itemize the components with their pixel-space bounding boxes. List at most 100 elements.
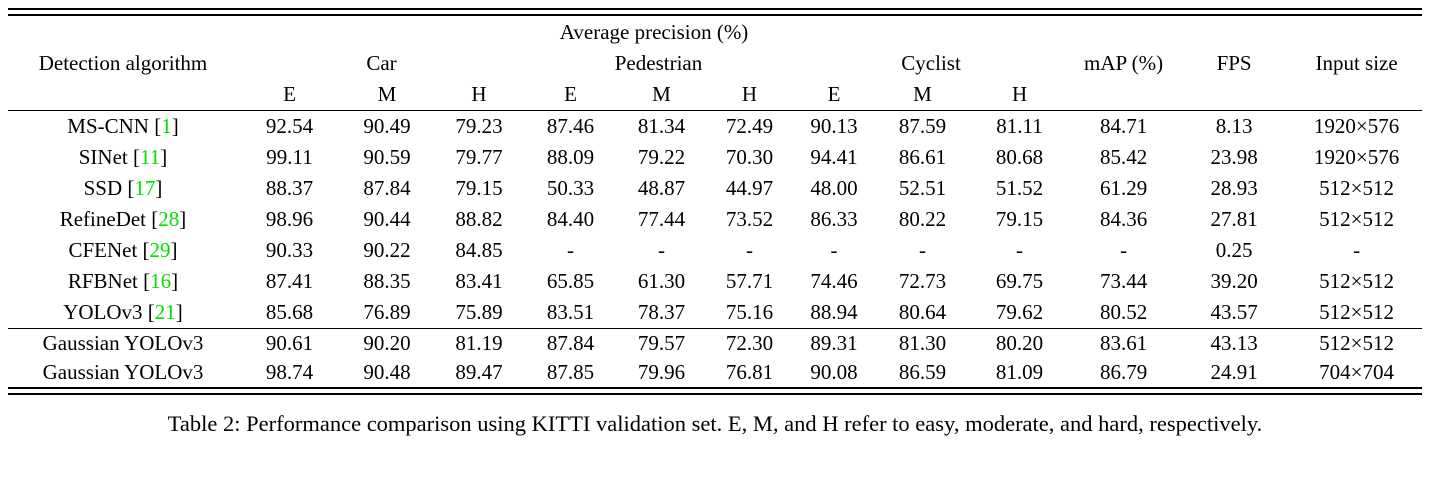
- value-cell: 79.96: [637, 360, 686, 384]
- algorithm-name: SSD: [83, 176, 123, 200]
- table-top-rule: [8, 8, 1422, 16]
- value-cell: 87.41: [265, 269, 314, 293]
- table-body: MS-CNN [1] 92.54 90.49 79.23 87.46 81.34 72.49…: [8, 111, 1423, 388]
- value-cell: 84.85: [455, 238, 503, 262]
- value-cell: 8.13: [1215, 114, 1253, 138]
- value-cell: 80.22: [898, 207, 947, 231]
- value-cell: 79.15: [995, 207, 1044, 231]
- value-cell: 44.97: [725, 176, 774, 200]
- citation-number[interactable]: 17: [134, 176, 156, 200]
- value-cell: 88.82: [455, 207, 503, 231]
- value-cell: 86.61: [898, 145, 947, 169]
- value-cell: 78.37: [637, 300, 686, 324]
- value-cell: 80.64: [898, 300, 947, 324]
- table-row: SINet [11] 99.11 90.59 79.77 88.09 79.22 70.30…: [8, 142, 1422, 173]
- value-cell: 43.13: [1177, 328, 1292, 358]
- value-cell: 84.36: [1099, 207, 1148, 231]
- value-cell: 512×512: [1319, 176, 1395, 200]
- value-cell: 90.59: [363, 145, 411, 169]
- algorithm-name-cell: RFBNet [16]: [8, 266, 238, 297]
- value-cell: 98.96: [265, 207, 314, 231]
- algorithm-name-cell: MS-CNN [1]: [8, 111, 238, 143]
- value-cell: 1920×576: [1313, 114, 1400, 138]
- table-row: RFBNet [16] 87.41 88.35 83.41 65.85 61.30 57.7…: [8, 266, 1422, 297]
- value-cell: 85.68: [265, 300, 314, 324]
- citation-link[interactable]: [16]: [137, 269, 179, 293]
- algorithm-name-cell: Gaussian YOLOv3: [8, 328, 238, 358]
- value-cell: 512×512: [1319, 207, 1395, 231]
- citation-number[interactable]: 21: [154, 300, 176, 324]
- value-cell: 24.91: [1210, 360, 1258, 384]
- performance-table: Average precision (%) Detection algorith…: [8, 16, 1423, 388]
- value-cell: 75.89: [455, 300, 503, 324]
- header-spacer: [1177, 78, 1292, 111]
- value-cell: 84.71: [1099, 114, 1148, 138]
- value-cell: 79.22: [637, 145, 686, 169]
- value-cell: 27.81: [1210, 207, 1258, 231]
- value-cell: 90.33: [265, 238, 314, 262]
- value-cell: 92.54: [265, 114, 314, 138]
- value-cell: 23.98: [1210, 145, 1258, 169]
- value-cell: -: [567, 238, 574, 262]
- citation-number[interactable]: 16: [150, 269, 172, 293]
- citation-number[interactable]: 28: [158, 207, 180, 231]
- value-cell: 72.49: [725, 114, 774, 138]
- table-row: MS-CNN [1] 92.54 90.49 79.23 87.46 81.34 72.49…: [8, 111, 1422, 143]
- header-row-groups: Detection algorithm Car Pedestrian Cycli…: [8, 49, 1422, 78]
- table-bottom-rule: [8, 387, 1422, 395]
- header-spacer: [8, 16, 238, 49]
- header-pedestrian: Pedestrian: [614, 51, 703, 75]
- value-cell: 90.61: [238, 328, 341, 358]
- table-row: Gaussian YOLOv3 98.74 90.48 89.47 87.85 79.96…: [8, 358, 1422, 387]
- citation-number[interactable]: 29: [149, 238, 171, 262]
- algorithm-name: YOLOv3: [63, 300, 143, 324]
- header-spacer: [1291, 78, 1423, 111]
- value-cell: 90.44: [363, 207, 411, 231]
- value-cell: 72.73: [898, 269, 947, 293]
- algorithm-name: RFBNet: [67, 269, 138, 293]
- value-cell: 86.33: [810, 207, 858, 231]
- citation-number[interactable]: 1: [161, 114, 172, 138]
- citation-number[interactable]: 11: [140, 145, 161, 169]
- citation-link[interactable]: [1]: [148, 114, 179, 138]
- value-cell: 81.34: [637, 114, 686, 138]
- value-cell: 39.20: [1210, 269, 1258, 293]
- table-row: RefineDet [28] 98.96 90.44 88.82 84.40 77.44 7…: [8, 204, 1422, 235]
- citation-link[interactable]: [28]: [146, 207, 187, 231]
- value-cell: 87.84: [525, 328, 616, 358]
- value-cell: 57.71: [725, 269, 774, 293]
- algorithm-name-cell: SSD [17]: [8, 173, 238, 204]
- header-input-size: Input size: [1315, 51, 1398, 75]
- citation-link[interactable]: [21]: [142, 300, 183, 324]
- header-spacer: [8, 78, 238, 111]
- value-cell: -: [830, 238, 838, 262]
- value-cell: 61.30: [637, 269, 686, 293]
- value-cell: 79.62: [995, 300, 1044, 324]
- table-row: YOLOv3 [21] 85.68 76.89 75.89 83.51 78.37 75.1…: [8, 297, 1422, 329]
- value-cell: 83.61: [1070, 328, 1178, 358]
- value-cell: -: [1120, 238, 1128, 262]
- header-spacer: [1070, 78, 1178, 111]
- value-cell: 512×512: [1319, 300, 1395, 324]
- citation-link[interactable]: [17]: [122, 176, 163, 200]
- value-cell: -: [746, 238, 753, 262]
- citation-link[interactable]: [29]: [137, 238, 178, 262]
- value-cell: 48.87: [637, 176, 686, 200]
- header-car: Car: [366, 51, 397, 75]
- value-cell: 88.37: [265, 176, 314, 200]
- value-cell: 28.93: [1210, 176, 1258, 200]
- header-map: mAP (%): [1084, 51, 1164, 75]
- algorithm-name-cell: YOLOv3 [21]: [8, 297, 238, 329]
- header-car-e: E: [238, 78, 341, 111]
- header-cyclist-h: H: [969, 78, 1071, 111]
- value-cell: 51.52: [995, 176, 1044, 200]
- value-cell: 90.22: [363, 238, 411, 262]
- header-row-emh: E M H E M H E M H: [8, 78, 1423, 111]
- citation-link[interactable]: [11]: [127, 145, 168, 169]
- value-cell: 74.46: [810, 269, 858, 293]
- algorithm-name-cell: Gaussian YOLOv3: [8, 358, 238, 387]
- header-cyclist-m: M: [876, 78, 969, 111]
- value-cell: 85.42: [1099, 145, 1148, 169]
- algorithm-name: SINet: [78, 145, 128, 169]
- value-cell: 89.31: [792, 328, 876, 358]
